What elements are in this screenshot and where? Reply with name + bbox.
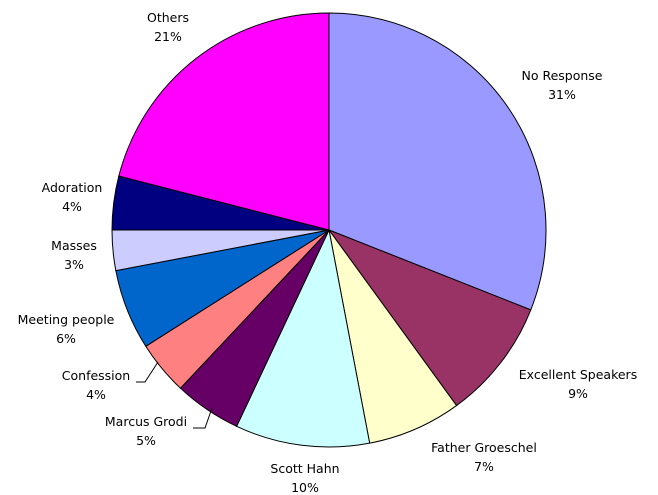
slice-percent-adoration: 4% bbox=[62, 199, 82, 214]
slice-label-confession: Confession 4% bbox=[62, 368, 130, 402]
slice-percent-no-response: 31% bbox=[548, 87, 576, 102]
slice-label-others: Others 21% bbox=[147, 10, 189, 44]
slice-label-scott-hahn: Scott Hahn 10% bbox=[270, 461, 339, 495]
slice-scott-hahn bbox=[235, 228, 371, 448]
slice-name-others: Others bbox=[147, 10, 189, 25]
slice-name-marcus-grodi: Marcus Grodi bbox=[105, 414, 187, 429]
leader-line-marcus-grodi bbox=[193, 407, 213, 429]
slice-labels: No Response 31% Excellent Speakers 9% Father… bbox=[18, 10, 638, 495]
slice-label-marcus-grodi: Marcus Grodi 5% bbox=[105, 414, 187, 448]
slice-percent-scott-hahn: 10% bbox=[291, 480, 319, 495]
slice-percent-masses: 3% bbox=[64, 257, 84, 272]
slice-excellent-speakers bbox=[327, 228, 532, 407]
slice-name-father-groeschel: Father Groeschel bbox=[431, 440, 537, 455]
slice-others bbox=[118, 12, 330, 231]
slice-name-scott-hahn: Scott Hahn bbox=[270, 461, 339, 476]
slice-name-masses: Masses bbox=[51, 238, 97, 253]
slice-percent-father-groeschel: 7% bbox=[474, 459, 494, 474]
slice-name-meeting-people: Meeting people bbox=[18, 312, 115, 327]
slice-percent-confession: 4% bbox=[86, 387, 106, 402]
slice-percent-marcus-grodi: 5% bbox=[136, 433, 156, 448]
slice-label-no-response: No Response 31% bbox=[521, 68, 602, 102]
slice-name-no-response: No Response bbox=[521, 68, 602, 83]
slice-label-masses: Masses 3% bbox=[51, 238, 97, 272]
slice-percent-excellent-speakers: 9% bbox=[568, 386, 588, 401]
slice-name-excellent-speakers: Excellent Speakers bbox=[519, 367, 637, 382]
slice-label-excellent-speakers: Excellent Speakers 9% bbox=[519, 367, 637, 401]
leader-line-confession bbox=[136, 361, 159, 383]
slice-label-meeting-people: Meeting people 6% bbox=[18, 312, 115, 346]
slice-percent-meeting-people: 6% bbox=[56, 331, 76, 346]
slice-no-response bbox=[328, 12, 547, 311]
slice-name-adoration: Adoration bbox=[42, 180, 103, 195]
leader-lines bbox=[136, 361, 213, 429]
slice-percent-others: 21% bbox=[154, 29, 182, 44]
slice-label-adoration: Adoration 4% bbox=[42, 180, 103, 214]
slice-label-father-groeschel: Father Groeschel 7% bbox=[431, 440, 537, 474]
slice-name-confession: Confession bbox=[62, 368, 130, 383]
pie-slices bbox=[111, 12, 547, 448]
